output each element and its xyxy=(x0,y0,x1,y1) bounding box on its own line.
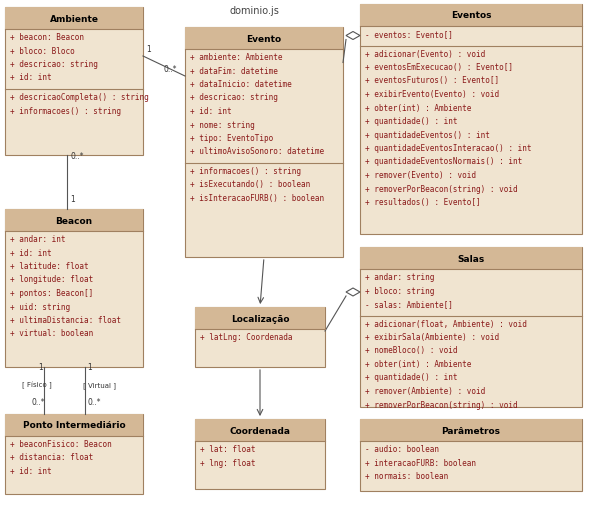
Bar xyxy=(360,419,582,491)
Bar xyxy=(195,307,325,367)
Text: + resultados() : Evento[]: + resultados() : Evento[] xyxy=(365,197,480,207)
Text: + latLng: Coordenada: + latLng: Coordenada xyxy=(200,332,293,342)
Text: + id: int: + id: int xyxy=(190,107,232,116)
Bar xyxy=(5,8,143,30)
Bar xyxy=(185,28,343,258)
Text: + quantidadeEventosInteracao() : int: + quantidadeEventosInteracao() : int xyxy=(365,144,531,153)
Bar xyxy=(5,414,143,436)
Text: 0..*: 0..* xyxy=(87,397,100,406)
Bar xyxy=(5,8,143,156)
Text: - salas: Ambiente[]: - salas: Ambiente[] xyxy=(365,299,453,308)
Text: + ultimoAvisoSonoro: datetime: + ultimoAvisoSonoro: datetime xyxy=(190,147,324,156)
Bar xyxy=(195,419,325,441)
Text: + lng: float: + lng: float xyxy=(200,458,255,467)
Text: + longitude: float: + longitude: float xyxy=(10,275,93,284)
Text: + informacoes() : string: + informacoes() : string xyxy=(10,106,121,115)
Text: + removerPorBeacon(string) : void: + removerPorBeacon(string) : void xyxy=(365,400,518,409)
Text: Coordenada: Coordenada xyxy=(229,426,291,435)
Text: + virtual: boolean: + virtual: boolean xyxy=(10,329,93,338)
Text: 1: 1 xyxy=(87,362,92,371)
Bar xyxy=(360,5,582,27)
Text: + informacoes() : string: + informacoes() : string xyxy=(190,166,301,176)
Bar xyxy=(360,419,582,441)
Text: + andar: int: + andar: int xyxy=(10,235,66,243)
Text: + remover(Evento) : void: + remover(Evento) : void xyxy=(365,171,476,180)
Text: Beacon: Beacon xyxy=(56,216,93,225)
Text: + quantidadeEventosNormais() : int: + quantidadeEventosNormais() : int xyxy=(365,157,522,166)
Text: + dataFim: datetime: + dataFim: datetime xyxy=(190,66,278,75)
Polygon shape xyxy=(346,33,360,40)
Text: 1: 1 xyxy=(146,45,151,54)
Text: dominio.js: dominio.js xyxy=(229,6,279,16)
Text: [ Físico ]: [ Físico ] xyxy=(22,381,51,388)
Text: + interacaoFURB: boolean: + interacaoFURB: boolean xyxy=(365,458,476,467)
Text: + id: int: + id: int xyxy=(10,466,51,475)
Text: + andar: string: + andar: string xyxy=(365,272,434,281)
Text: Salas: Salas xyxy=(457,254,485,263)
Text: + remover(Ambiente) : void: + remover(Ambiente) : void xyxy=(365,386,485,395)
Text: + descricaoCompleta() : string: + descricaoCompleta() : string xyxy=(10,93,149,102)
Text: + adicionar(float, Ambiente) : void: + adicionar(float, Ambiente) : void xyxy=(365,319,527,328)
Text: Eventos: Eventos xyxy=(451,12,491,20)
Bar xyxy=(5,210,143,367)
Text: + beacon: Beacon: + beacon: Beacon xyxy=(10,33,84,42)
Text: [ Virtual ]: [ Virtual ] xyxy=(83,382,116,388)
Text: + isInteracaoFURB() : boolean: + isInteracaoFURB() : boolean xyxy=(190,193,324,203)
Text: + eventosFuturos() : Evento[]: + eventosFuturos() : Evento[] xyxy=(365,76,499,86)
Text: + tipo: EventoTipo: + tipo: EventoTipo xyxy=(190,134,273,143)
Text: + pontos: Beacon[]: + pontos: Beacon[] xyxy=(10,289,93,297)
Bar xyxy=(195,307,325,329)
Text: + isExecutando() : boolean: + isExecutando() : boolean xyxy=(190,180,310,189)
Text: + descricao: string: + descricao: string xyxy=(10,60,98,69)
Text: 0..*: 0..* xyxy=(70,152,83,161)
Text: + normais: boolean: + normais: boolean xyxy=(365,471,448,480)
Text: 0..*: 0..* xyxy=(32,397,45,406)
Text: + id: int: + id: int xyxy=(10,73,51,82)
Text: + obter(int) : Ambiente: + obter(int) : Ambiente xyxy=(365,103,472,112)
Text: Parâmetros: Parâmetros xyxy=(441,426,501,435)
Bar xyxy=(360,5,582,235)
Text: + adicionar(Evento) : void: + adicionar(Evento) : void xyxy=(365,49,485,59)
Text: + quantidade() : int: + quantidade() : int xyxy=(365,373,457,382)
Text: + distancia: float: + distancia: float xyxy=(10,453,93,462)
Text: + quantidade() : int: + quantidade() : int xyxy=(365,117,457,126)
Text: Evento: Evento xyxy=(246,35,281,43)
Text: + exibirSala(Ambiente) : void: + exibirSala(Ambiente) : void xyxy=(365,332,499,342)
Text: + id: int: + id: int xyxy=(10,248,51,257)
Polygon shape xyxy=(346,289,360,296)
Text: 1: 1 xyxy=(38,362,43,371)
Text: + removerPorBeacon(string) : void: + removerPorBeacon(string) : void xyxy=(365,184,518,193)
Text: + quantidadeEventos() : int: + quantidadeEventos() : int xyxy=(365,130,490,139)
Text: + nomeBloco() : void: + nomeBloco() : void xyxy=(365,346,457,355)
Text: + eventosEmExecucao() : Evento[]: + eventosEmExecucao() : Evento[] xyxy=(365,63,513,72)
Text: + bloco: string: + bloco: string xyxy=(365,286,434,295)
Text: Ponto Intermediário: Ponto Intermediário xyxy=(22,420,125,430)
Text: - audio: boolean: - audio: boolean xyxy=(365,444,439,453)
Text: + beaconFisico: Beacon: + beaconFisico: Beacon xyxy=(10,439,112,448)
Text: + uid: string: + uid: string xyxy=(10,302,70,311)
Text: + exibirEvento(Evento) : void: + exibirEvento(Evento) : void xyxy=(365,90,499,99)
Bar xyxy=(5,414,143,494)
Bar xyxy=(185,28,343,50)
Text: + latitude: float: + latitude: float xyxy=(10,262,89,270)
Text: + obter(int) : Ambiente: + obter(int) : Ambiente xyxy=(365,359,472,369)
Bar xyxy=(360,247,582,407)
Text: + ambiente: Ambiente: + ambiente: Ambiente xyxy=(190,53,282,62)
Bar xyxy=(195,419,325,489)
Text: + bloco: Bloco: + bloco: Bloco xyxy=(10,46,74,55)
Bar xyxy=(5,210,143,232)
Text: + descricao: string: + descricao: string xyxy=(190,93,278,102)
Text: + dataInicio: datetime: + dataInicio: datetime xyxy=(190,80,292,89)
Text: + nome: string: + nome: string xyxy=(190,120,255,129)
Text: 0..*: 0..* xyxy=(163,65,177,74)
Bar xyxy=(360,247,582,269)
Text: Ambiente: Ambiente xyxy=(50,14,99,23)
Text: 1: 1 xyxy=(70,194,75,204)
Text: Localização: Localização xyxy=(230,314,289,323)
Text: - eventos: Evento[]: - eventos: Evento[] xyxy=(365,30,453,39)
Text: + ultimaDistancia: float: + ultimaDistancia: float xyxy=(10,316,121,324)
Text: + lat: float: + lat: float xyxy=(200,444,255,453)
